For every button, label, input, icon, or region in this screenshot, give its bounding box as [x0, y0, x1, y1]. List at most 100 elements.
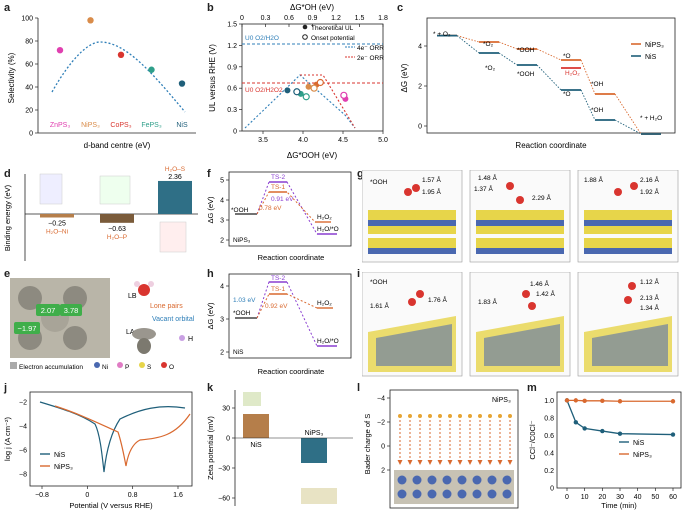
panel-e-legend-o: O	[169, 364, 174, 371]
panel-a-point	[56, 47, 64, 54]
panel-b-u0-2e-label: U0 O2/H2O2	[245, 87, 283, 94]
panel-b-top-label: ΔG*OH (eV)	[290, 3, 334, 12]
panel-j-legend-nis: NiS	[54, 452, 66, 459]
panel-f-ts2: TS-2	[271, 174, 285, 181]
panel-a-trend-curve	[51, 41, 186, 113]
panel-l-arrowhead	[427, 460, 433, 465]
panel-c-label-ooh-lower: *OOH	[517, 71, 535, 78]
panel-a-y-tick-label: 20	[25, 108, 33, 115]
panel-e-lb: LB	[128, 293, 137, 300]
panel-c-label-start: * + O₂	[433, 31, 451, 38]
panel-m-point	[600, 428, 605, 434]
panel-label-e: e	[4, 268, 11, 280]
panel-c-label-o2: *O₂	[483, 41, 494, 48]
panel-b-legend-marker-1	[302, 24, 308, 30]
panel-e-la: LA	[126, 329, 135, 336]
panel-i-s2-label-1: 1.46 Å	[530, 279, 549, 288]
panel-g-s3-label-0: 1.88 Å	[584, 175, 603, 184]
panel-b-y-tick-label: 0.6	[227, 86, 237, 93]
panel-m-point	[617, 399, 623, 404]
panel-label-j: j	[4, 382, 8, 394]
panel-label-a: a	[4, 2, 11, 14]
panel-l-arrowhead	[477, 460, 483, 465]
panel-k-ylabel: Zeta potential (mV)	[206, 416, 215, 480]
panel-m-legend-nis: NiS	[633, 440, 645, 447]
panel-m-y-tick-label: 0.6	[544, 433, 554, 440]
panel-b-theoretical-point	[305, 83, 312, 90]
panel-k-bar	[301, 438, 327, 463]
panel-l-y-tick-label: −4	[377, 396, 385, 403]
panel-m-x-tick-label: 30	[616, 494, 624, 501]
panel-f-product-h2o2: H₂O₂	[317, 214, 332, 221]
panel-i-structure-2: 1.83 Å 1.46 Å 1.42 Å	[469, 272, 571, 377]
panel-i-structure-3: 1.12 Å 2.13 Å 1.34 Å	[577, 272, 679, 377]
panel-c-y-tick-label: 4	[418, 44, 422, 51]
panel-m-point	[582, 398, 587, 404]
panel-h-chart: 2 3 4 ΔG (eV) Reaction coordinate TS-2 TS-…	[206, 273, 352, 376]
panel-l-charge-point	[508, 414, 512, 418]
panel-m-legend-nips3: NiPS₃	[633, 452, 652, 459]
panel-m-point	[573, 420, 579, 425]
panel-g-structure-2: 1.48 Å 1.37 Å 2.29 Å	[469, 170, 571, 263]
panel-b-top-tick-label: 1.5	[355, 15, 365, 22]
panel-j-x-tick-label: 1.6	[173, 492, 183, 499]
panel-f-product-h2o: H₂O/*O	[317, 226, 339, 233]
panel-m-y-tick-label: 1.0	[544, 398, 554, 405]
panel-a-chart: 0 20 40 60 80 100 Selectivity (%) d-band cent…	[7, 16, 196, 150]
panel-e-number-1: 2.07	[41, 306, 56, 315]
panel-b-onset-point	[340, 91, 348, 99]
panel-c-label-o-lower: *O	[563, 91, 571, 98]
panel-l-atom	[412, 489, 422, 499]
panel-b-bottom-tick-label: 4.0	[298, 137, 308, 144]
panel-b-y-tick-label: 1.2	[227, 43, 237, 50]
panel-d-bar	[40, 214, 74, 218]
panel-c-connector	[456, 35, 480, 43]
panel-b-legend-3: 4e⁻ ORR	[357, 45, 384, 52]
panel-l-charge-point	[428, 414, 432, 418]
panel-j-y-tick-label: −6	[19, 448, 27, 455]
panel-label-i: i	[357, 268, 361, 280]
panel-h-ts1: TS-1	[271, 286, 285, 293]
panel-e-legend-s: S	[147, 364, 152, 371]
panel-d-bar	[100, 214, 134, 223]
panel-b-onset-point	[293, 88, 301, 96]
panel-j-y-tick-label: −2	[19, 400, 27, 407]
panel-l-arrowhead	[467, 460, 473, 465]
panel-m-x-tick-label: 60	[669, 494, 677, 501]
panel-m-point	[617, 431, 623, 436]
panel-label-b: b	[207, 2, 214, 14]
panel-m-point	[564, 398, 570, 403]
panel-b-onset-point	[316, 78, 324, 87]
panel-e-legend-ni: Ni	[102, 364, 108, 371]
panel-label-h: h	[207, 268, 214, 280]
panel-a-point	[178, 80, 186, 87]
panel-i-s2-label-0: 1.83 Å	[478, 297, 497, 306]
panel-i-s3-label-0: 1.12 Å	[640, 277, 659, 286]
panel-label-g: g	[357, 168, 364, 180]
panel-c-connector	[498, 52, 518, 66]
panel-a-point-label: ZnPS₃	[50, 122, 71, 129]
panel-l-charge-point	[418, 414, 422, 418]
panel-l-atom	[487, 489, 497, 499]
panel-l-atom	[427, 489, 437, 499]
panel-label-f: f	[207, 168, 211, 180]
panel-i-s2-label-2: 1.42 Å	[536, 289, 555, 298]
panel-c-label-h2o2: H₂O₂	[565, 70, 580, 77]
panel-b-legend-2: Onset potential	[311, 35, 355, 42]
panel-g-s2-label-0: 1.48 Å	[478, 173, 497, 182]
panel-b-top-tick-label: 0.9	[308, 15, 318, 22]
panel-i-s3-label-2: 1.34 Å	[640, 303, 659, 312]
panel-l-atom	[502, 475, 512, 485]
panel-j-xlabel: Potential (V versus RHE)	[69, 501, 153, 510]
panel-l-charge-point	[448, 414, 452, 418]
panel-f-y-tick-label: 2	[220, 238, 224, 245]
panel-a-point-label: FePS₃	[141, 122, 162, 129]
panel-a-point	[87, 17, 94, 24]
panel-l-y-tick-label: 2	[381, 468, 385, 475]
panel-b-top-tick-label: 0.3	[261, 15, 271, 22]
panel-l-atom	[457, 489, 467, 499]
panel-i-s1-label-2: 1.76 Å	[428, 295, 447, 304]
panel-l-y-tick-label: −2	[377, 420, 385, 427]
panel-m-x-tick-label: 50	[651, 494, 659, 501]
panel-c-connector	[498, 41, 518, 50]
